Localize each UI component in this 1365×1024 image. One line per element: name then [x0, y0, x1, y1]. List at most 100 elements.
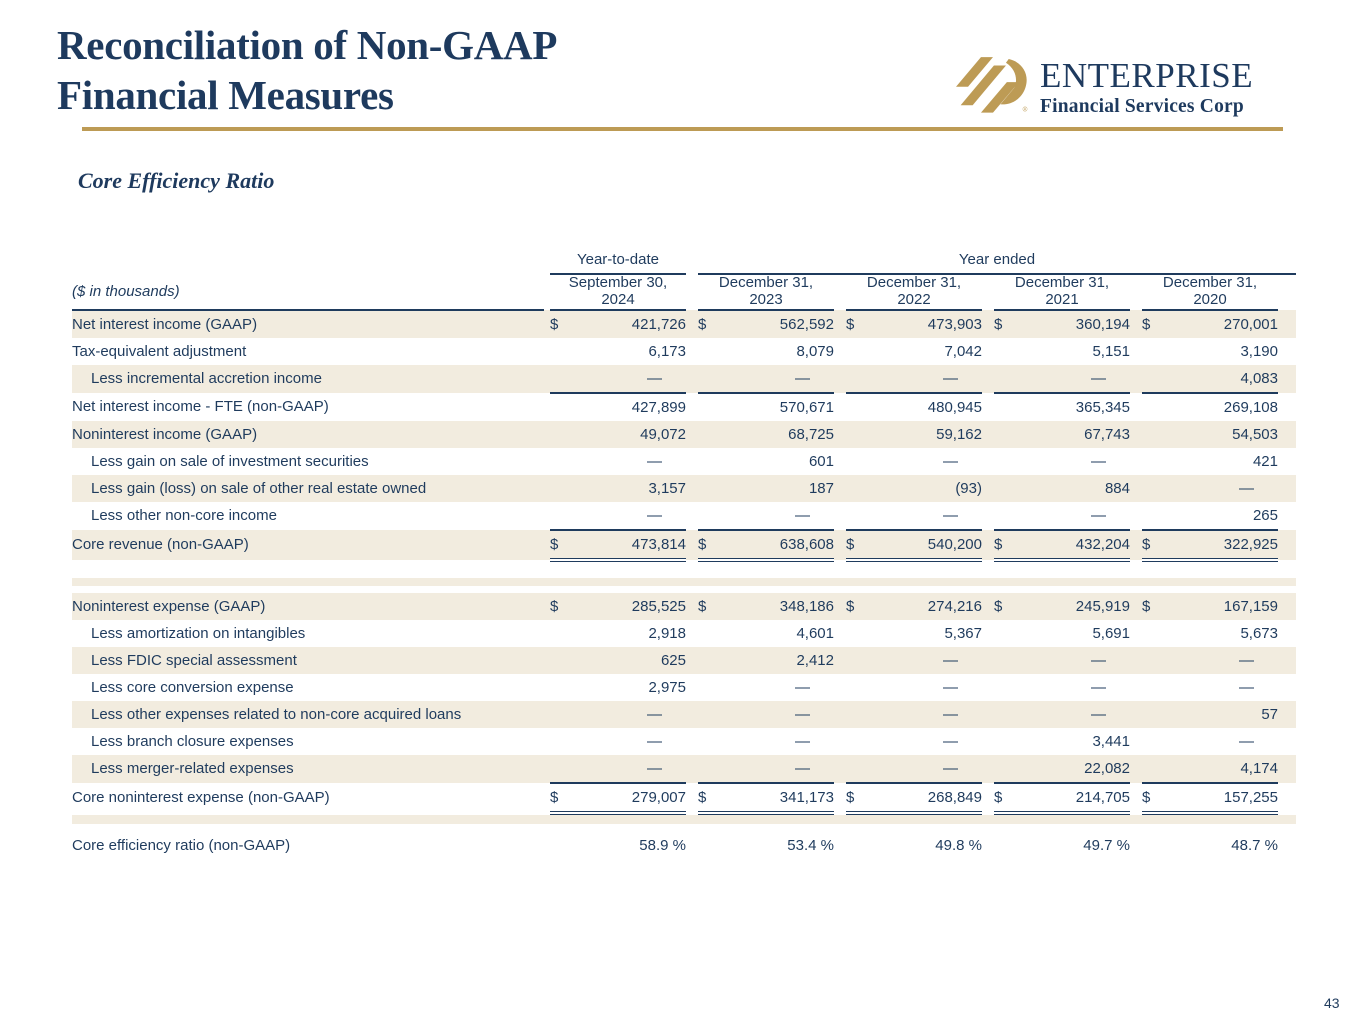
cell-value: 48.7 % — [1231, 836, 1278, 854]
cell-value: 4,601 — [796, 624, 834, 642]
cell-endpad — [1278, 364, 1296, 393]
cell-dollar — [1142, 420, 1166, 448]
cell-gap — [544, 420, 550, 448]
row-label: Noninterest expense (GAAP) — [72, 592, 544, 620]
cell-gap — [1130, 393, 1142, 421]
cell-dollar — [1142, 832, 1166, 859]
cell-value: — — [647, 452, 662, 470]
cell-value: 57 — [1166, 700, 1278, 728]
cell-gap — [1130, 364, 1142, 393]
logo-text: ENTERPRISE Financial Services Corp — [1040, 58, 1253, 118]
cell-value: 562,592 — [722, 309, 834, 338]
cell-gap — [686, 646, 698, 674]
table-row: Less FDIC special assessment 625 2,412 — — — — [72, 646, 1296, 674]
cell-gap — [686, 502, 698, 530]
cell-dollar — [698, 338, 722, 365]
cell-dollar — [1142, 620, 1166, 647]
row-label: Less merger-related expenses — [72, 754, 544, 783]
table-row: Less amortization on intangibles 2,918 4,6… — [72, 620, 1296, 647]
row-label: Less other non-core income — [91, 507, 277, 525]
cell-endpad — [1278, 474, 1296, 502]
cell-value: 49.7 % — [1083, 836, 1130, 854]
cell-gap — [686, 448, 698, 475]
cell-value: 245,919 — [1018, 592, 1130, 620]
cell-dollar — [994, 420, 1018, 448]
enterprise-logo-icon: ® — [956, 57, 1028, 114]
page-title-line2: Financial Measures — [57, 72, 394, 119]
cell-dollar — [550, 420, 574, 448]
cell-gap — [686, 754, 698, 783]
row-label: Less FDIC special assessment — [72, 646, 544, 674]
cell-gap — [834, 420, 846, 448]
cell-value: 421,726 — [574, 309, 686, 338]
cell-value: — — [1091, 678, 1106, 696]
cell-value: 5,691 — [1092, 624, 1130, 642]
cell-value: — — [943, 732, 958, 750]
cell-dollar — [698, 448, 722, 475]
cell-gap — [982, 474, 994, 502]
cell-gap — [982, 448, 994, 475]
column-header-2023: December 31, 2023 — [698, 274, 834, 311]
cell-value: 49,072 — [574, 420, 686, 448]
cell-dollar — [550, 393, 574, 421]
row-label: Less branch closure expenses — [91, 732, 294, 750]
cell-gap — [982, 274, 994, 310]
cell-gap — [686, 620, 698, 647]
cell-spacer — [72, 812, 1296, 824]
table-row: Less core conversion expense 2,975 — — — — — [72, 674, 1296, 701]
cell-gap — [1130, 754, 1142, 783]
cell-value: 432,204 — [1018, 529, 1130, 562]
logo-name: ENTERPRISE — [1040, 56, 1254, 95]
cell-value: — — [574, 754, 686, 784]
cell-value: — — [1239, 678, 1254, 696]
cell-gap — [1130, 529, 1142, 560]
cell-dollar — [698, 393, 722, 421]
cell-value: — — [943, 678, 958, 696]
cell-gap — [686, 728, 698, 755]
cell-dollar — [698, 474, 722, 502]
cell-dollar: $ — [698, 309, 722, 338]
cell-gap — [834, 364, 846, 393]
cell-gap — [834, 620, 846, 647]
table-row: Less other expenses related to non-core … — [72, 700, 1296, 728]
cell-value: — — [1018, 364, 1130, 394]
cell-dollar: $ — [550, 309, 574, 338]
cell-gap — [982, 674, 994, 701]
cell-endpad — [1278, 620, 1296, 647]
cell-endpad — [1278, 338, 1296, 365]
cell-dollar — [994, 832, 1018, 859]
cell-value: 49.8 % — [935, 836, 982, 854]
cell-endpad — [1278, 448, 1296, 475]
cell-value: 6,173 — [648, 342, 686, 360]
row-label: Less amortization on intangibles — [91, 624, 306, 642]
cell-value: 67,743 — [1018, 420, 1130, 448]
cell-dollar — [550, 501, 574, 531]
cell-gap — [982, 700, 994, 728]
cell-dollar — [846, 832, 870, 859]
cell-value: — — [870, 700, 982, 728]
cell-value: — — [1166, 646, 1278, 674]
cell-endpad — [1278, 393, 1296, 421]
cell-gap — [982, 832, 994, 859]
cell-gap — [982, 364, 994, 393]
cell-value: — — [722, 700, 834, 728]
cell-dollar — [994, 754, 1018, 784]
cell-dollar — [846, 728, 870, 755]
cell-value: 601 — [808, 452, 834, 470]
cell-value: — — [870, 646, 982, 674]
cell-gap — [1130, 592, 1142, 620]
cell-dollar — [550, 474, 574, 502]
cell-dollar: $ — [846, 309, 870, 338]
cell-value: — — [1166, 474, 1278, 502]
cell-dollar — [550, 832, 574, 859]
cell-value: 68,725 — [722, 420, 834, 448]
registered-mark: ® — [1023, 106, 1028, 114]
cell-dollar — [994, 364, 1018, 394]
cell-gap — [686, 420, 698, 448]
cell-value: 8,079 — [796, 342, 834, 360]
cell-gap — [834, 448, 846, 475]
cell-gap — [686, 309, 698, 338]
table-row: Less other non-core income — — — — 265 — [72, 501, 1296, 531]
cell-dollar — [994, 338, 1018, 365]
cell-dollar — [994, 646, 1018, 674]
